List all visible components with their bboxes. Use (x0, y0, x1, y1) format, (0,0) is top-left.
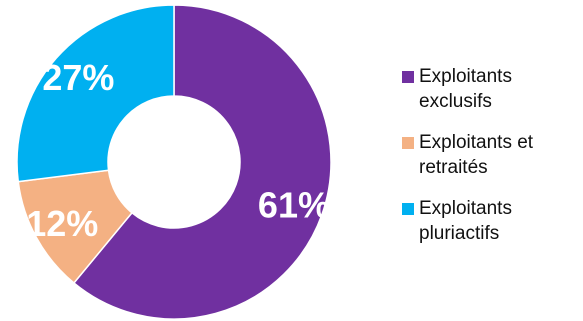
chart-legend: Exploitants exclusifs Exploitants et ret… (402, 64, 580, 262)
legend-item-retraites: Exploitants et retraités (402, 130, 580, 180)
legend-swatch-pluriactifs (402, 203, 414, 215)
donut-slice-labels: 61% 12% 27% (26, 57, 330, 244)
legend-label-line1: Exploitants (419, 66, 512, 87)
donut-slice-pluriactifs (16, 4, 175, 183)
legend-label-line2: retraités (419, 157, 488, 178)
legend-item-exclusifs: Exploitants exclusifs (402, 64, 580, 114)
slice-label-exclusifs: 61% (258, 185, 330, 226)
slice-label-retraites: 12% (26, 203, 98, 244)
legend-label-line2: pluriactifs (419, 223, 500, 244)
legend-label-line1: Exploitants et (419, 132, 534, 153)
donut-slice-exclusifs (72, 4, 332, 320)
legend-swatch-retraites (402, 137, 414, 149)
legend-label-line1: Exploitants (419, 198, 512, 219)
slice-label-pluriactifs: 27% (42, 57, 114, 98)
legend-swatch-exclusifs (402, 71, 414, 83)
legend-label-line2: exclusifs (419, 91, 492, 112)
donut-slices (16, 4, 332, 320)
legend-item-pluriactifs: Exploitants pluriactifs (402, 196, 580, 246)
